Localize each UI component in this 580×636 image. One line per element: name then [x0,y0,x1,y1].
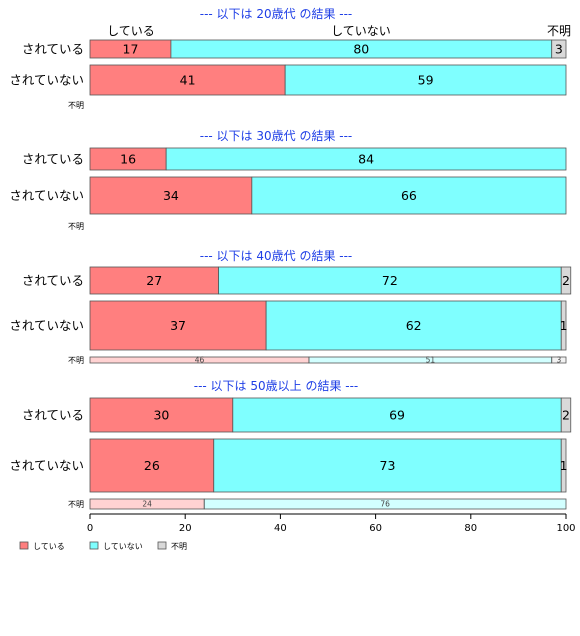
data-label: 27 [146,273,162,288]
row-label: されていない [9,458,84,473]
bar-segment [89,300,267,351]
data-label: 26 [144,458,160,473]
panel-title: --- 以下は 20歳代 の結果 --- [200,7,353,21]
bar-segment [203,498,567,510]
row-label: 不明 [68,101,84,110]
legend-label: 不明 [171,542,187,551]
bar-segment [213,438,562,493]
bar-segment [232,397,562,433]
row-label: 不明 [68,500,84,509]
bar-segment [560,397,572,433]
bar-segment [551,356,567,364]
data-label: 59 [418,73,434,88]
bar-segment [89,176,253,215]
legend-label: している [33,542,65,551]
data-label: 34 [163,188,179,203]
data-label: 37 [170,318,186,333]
data-label: 3 [556,356,561,365]
bar-segment [89,266,219,295]
data-label: 17 [123,42,139,57]
header-did-label: している [107,24,155,38]
bar-segment [560,266,572,295]
row-label: されている [22,273,84,288]
data-label: 24 [142,500,152,509]
data-label: 62 [406,318,422,333]
panel-title: --- 以下は 40歳代 の結果 --- [200,249,353,263]
bar-segment [89,438,215,493]
data-label: 73 [380,458,396,473]
panel-title: --- 以下は 50歳以上 の結果 --- [194,379,359,393]
bar-segment [560,300,567,351]
data-label: 72 [382,273,398,288]
bar-segment [89,397,234,433]
data-label: 69 [389,408,405,423]
legend-swatch [19,541,29,550]
data-label: 41 [180,73,196,88]
data-label: 2 [562,408,570,423]
row-label: されている [22,408,84,423]
data-label: 51 [426,356,436,365]
header-unknown-label: 不明 [547,24,571,38]
data-label: 30 [153,408,169,423]
bar-segment [551,39,567,59]
x-tick-label: 40 [274,523,287,534]
panel-title: --- 以下は 30歳代 の結果 --- [200,129,353,143]
legend-swatch [89,541,99,550]
row-label: されていない [9,318,84,333]
x-tick-label: 100 [556,523,575,534]
header-didnt-label: していない [331,24,391,38]
data-label: 3 [555,42,563,57]
row-label: されていない [9,73,84,88]
row-label: されていない [9,188,84,203]
x-tick-label: 20 [179,523,192,534]
x-tick-label: 0 [87,523,93,534]
bar-segment [165,147,567,171]
data-label: 84 [358,152,374,167]
data-label: 80 [353,42,369,57]
x-tick-label: 80 [464,523,477,534]
row-label: 不明 [68,222,84,231]
data-label: 1 [560,458,568,473]
row-label: 不明 [68,356,84,365]
data-label: 76 [380,500,390,509]
bar-segment [251,176,567,215]
data-label: 1 [560,318,568,333]
legend-swatch [157,541,167,550]
data-label: 46 [195,356,205,365]
row-label: されている [22,152,84,167]
row-label: されている [22,42,84,57]
data-label: 2 [562,273,570,288]
legend-label: していない [103,542,143,551]
data-label: 16 [120,152,136,167]
data-label: 66 [401,188,417,203]
x-tick-label: 60 [369,523,382,534]
bar-segment [560,438,567,493]
bar-segment [218,266,562,295]
bar-segment [284,64,567,96]
